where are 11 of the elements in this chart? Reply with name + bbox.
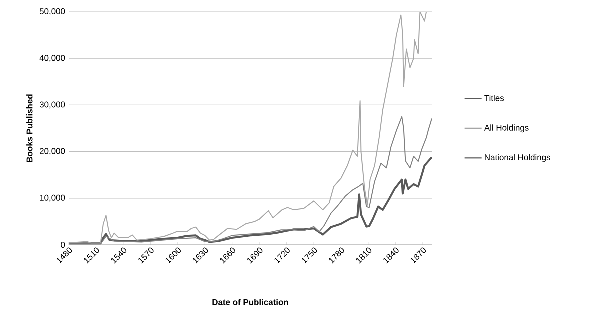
y-tick-label: 0: [61, 242, 66, 248]
y-tick-label: 20,000: [40, 148, 66, 156]
y-tick-label: 30,000: [40, 102, 66, 109]
y-tick-label: 10,000: [40, 194, 66, 202]
legend-label: Titles: [484, 95, 504, 102]
legend-label: National Holdings: [485, 154, 550, 162]
y-tick-label: 50,000: [40, 8, 66, 16]
y-tick-label: 40,000: [40, 55, 66, 62]
y-axis-title: Books Published: [26, 94, 33, 162]
legend-label: All Holdings: [484, 124, 529, 133]
x-axis-title: Date of Publication: [212, 299, 288, 306]
